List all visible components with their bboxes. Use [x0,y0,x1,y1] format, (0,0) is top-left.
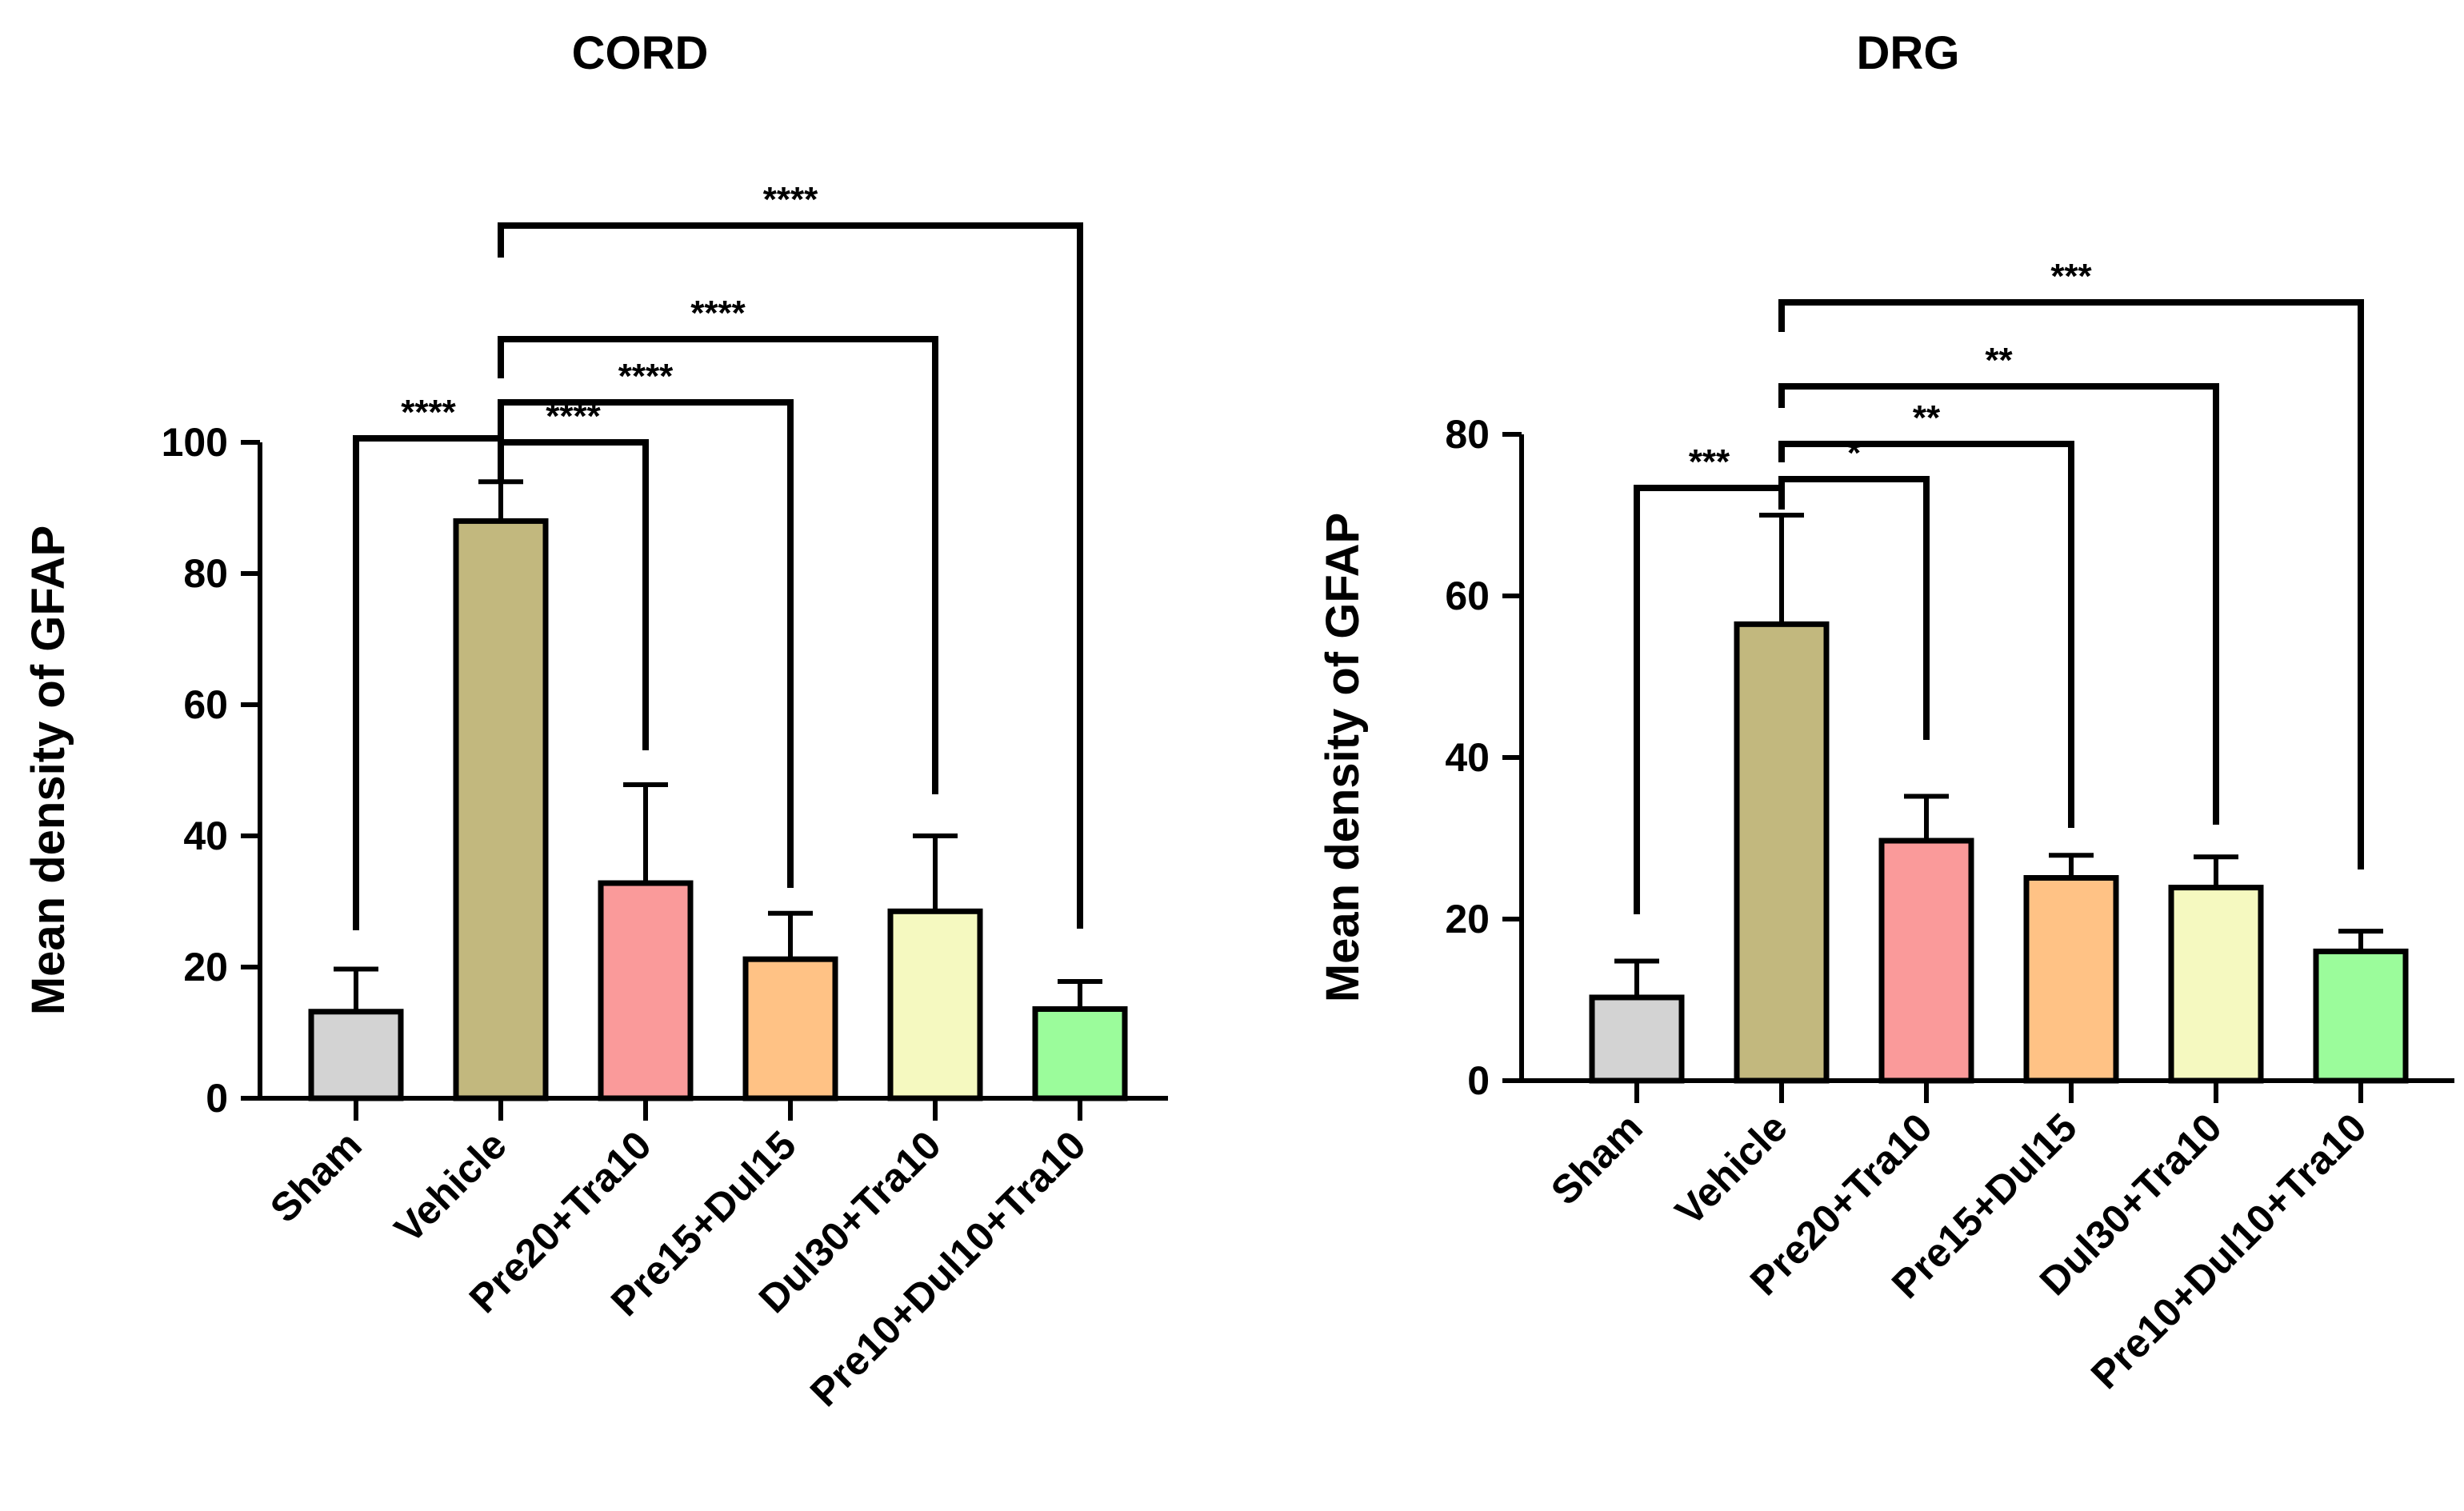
y-tick-label: 80 [183,551,228,596]
bar [1589,994,1685,1084]
bar [453,518,549,1101]
chart-title: DRG [1857,27,1960,79]
bar [1734,621,1830,1084]
significance-bracket [498,336,938,794]
bar [598,880,694,1101]
significance-label: ** [1985,341,2013,380]
significance-label: **** [618,357,674,396]
y-tick-label: 40 [183,813,228,858]
significance-bracket [1778,441,2074,828]
significance-bracket [498,399,794,888]
bar [308,1009,404,1101]
chart-title: CORD [572,27,709,79]
bar [887,908,983,1101]
bar [1878,837,1974,1084]
significance-bracket [1634,485,1785,914]
y-tick-label: 100 [162,420,228,465]
bar [2168,885,2264,1084]
significance-label: **** [690,294,746,333]
y-tick-label: 20 [1445,897,1490,941]
y-tick-label: 60 [1445,574,1490,618]
y-tick-label: 60 [183,682,228,727]
significance-bracket [498,439,649,750]
significance-bracket [498,222,1083,929]
significance-bracket [1778,383,2219,825]
y-tick-label: 40 [1445,735,1490,780]
significance-bracket [1778,299,2364,869]
significance-label: **** [401,393,456,432]
significance-label: *** [2050,257,2092,296]
significance-label: ** [1913,398,1941,438]
y-axis-label: Mean density of GFAP [1317,513,1369,1002]
significance-label: *** [1689,442,1730,482]
y-tick-label: 0 [1467,1058,1490,1103]
y-tick-label: 0 [206,1076,228,1121]
bar [742,956,838,1101]
significance-label: **** [763,180,818,219]
significance-label: * [1847,434,1862,473]
y-tick-label: 20 [183,945,228,989]
bar [2023,874,2119,1084]
y-axis-label: Mean density of GFAP [22,526,74,1015]
bar [1032,1005,1128,1101]
bar [2313,948,2409,1084]
y-tick-label: 80 [1445,412,1490,457]
significance-bracket [1778,476,1930,740]
